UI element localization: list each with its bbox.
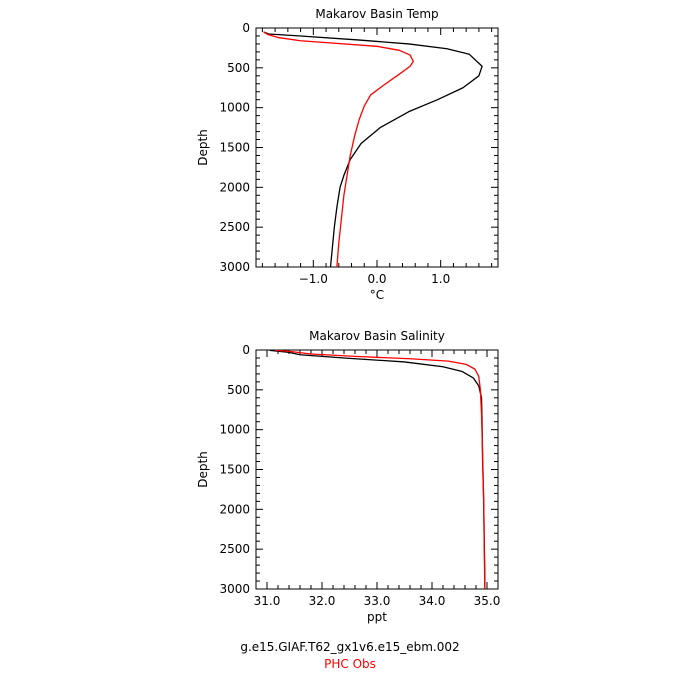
x-tick-label: −1.0 bbox=[299, 272, 328, 286]
chart-panel-2: Makarov Basin Salinity 0 500 1000 1500 2000 25… bbox=[196, 329, 500, 624]
y-tick-label: 1500 bbox=[219, 463, 250, 477]
obs-profile-line bbox=[263, 31, 414, 268]
y-tick-label: 2500 bbox=[219, 542, 250, 556]
x-tick-label: 32.0 bbox=[309, 594, 336, 608]
x-axis-title: ppt bbox=[367, 610, 387, 624]
y-tick-label: 1000 bbox=[219, 101, 250, 115]
chart-title: Makarov Basin Salinity bbox=[309, 329, 445, 343]
legend-obs-label: PHC Obs bbox=[324, 657, 376, 671]
x-tick-label: 1.0 bbox=[431, 272, 450, 286]
plot-frame bbox=[255, 349, 499, 590]
y-tick-label: 2000 bbox=[219, 180, 250, 194]
x-tick-label: 34.0 bbox=[419, 594, 446, 608]
chart-title: Makarov Basin Temp bbox=[315, 7, 438, 21]
y-tick-label: 0 bbox=[242, 343, 250, 357]
x-tick-label: 0.0 bbox=[367, 272, 386, 286]
legend-model-label: g.e15.GIAF.T62_gx1v6.e15_ebm.002 bbox=[240, 640, 460, 654]
obs-profile-line bbox=[275, 349, 486, 590]
y-tick-label: 2500 bbox=[219, 220, 250, 234]
y-tick-label: 1500 bbox=[219, 141, 250, 155]
y-tick-label: 500 bbox=[227, 383, 250, 397]
y-axis-title: Depth bbox=[196, 451, 210, 488]
y-tick-label: 2000 bbox=[219, 502, 250, 516]
model-profile-line bbox=[269, 349, 486, 589]
x-tick-label: 35.0 bbox=[474, 594, 501, 608]
y-tick-label: 0 bbox=[242, 21, 250, 35]
plot-frame bbox=[255, 27, 499, 268]
y-tick-label: 500 bbox=[227, 61, 250, 75]
chart-panel-1: Makarov Basin Temp 0 500 1000 1500 2000 2500 30… bbox=[196, 7, 499, 302]
y-tick-label: 3000 bbox=[219, 260, 250, 274]
y-axis-title: Depth bbox=[196, 129, 210, 166]
model-profile-line bbox=[263, 31, 483, 268]
x-axis-title: °C bbox=[370, 288, 384, 302]
y-tick-label: 3000 bbox=[219, 582, 250, 596]
x-tick-label: 33.0 bbox=[364, 594, 391, 608]
x-tick-label: 31.0 bbox=[254, 594, 281, 608]
y-tick-label: 1000 bbox=[219, 423, 250, 437]
